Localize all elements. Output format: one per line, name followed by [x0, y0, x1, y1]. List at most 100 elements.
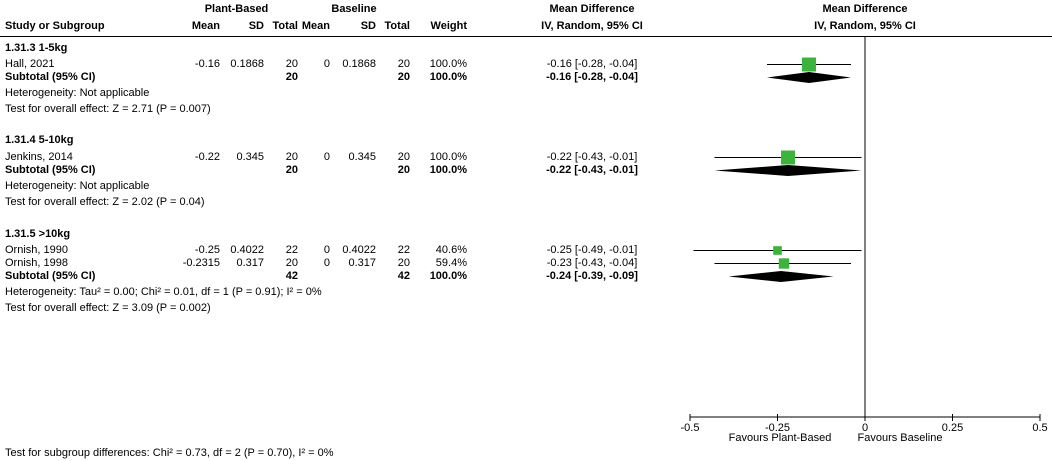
- spacer-cell: [175, 270, 220, 283]
- spacer-cell: [220, 164, 264, 177]
- plot-subtitle: IV, Random, 95% CI: [814, 20, 916, 32]
- subgroup-title-text: 1.31.4 5-10kg: [5, 134, 74, 146]
- overall-effect-text: Test for overall effect: Z = 2.71 (P = 0…: [5, 103, 211, 115]
- baseline-sd: 0.4022: [342, 244, 376, 256]
- subtotal-total1: 20: [285, 164, 298, 176]
- spacer-cell: [298, 270, 330, 283]
- study-row: Hall, 2021 -0.16 0.1868 20 0 0.1868 20 1…: [0, 58, 687, 71]
- favours-left-label: Favours Plant-Based: [728, 432, 832, 444]
- pooled-diamond: [728, 271, 834, 282]
- plantbased-sd: 0.345: [236, 151, 264, 163]
- study-row: Jenkins, 2014 -0.22 0.345 20 0 0.345 20 …: [0, 151, 687, 164]
- study-ci-text: -0.25 [-0.49, -0.01]: [546, 244, 638, 256]
- sd1-column-header: SD: [248, 20, 264, 32]
- group-baseline-header: Baseline: [331, 3, 377, 15]
- spacer-cell: [175, 164, 220, 177]
- baseline-total: 20: [397, 257, 410, 269]
- baseline-mean: 0: [323, 244, 330, 256]
- spacer-cell: [298, 164, 330, 177]
- subtotal-ci-text: -0.16 [-0.28, -0.04]: [546, 71, 638, 83]
- mean2-column-header: Mean: [301, 20, 330, 32]
- plantbased-sd: 0.317: [236, 257, 264, 269]
- plantbased-mean: -0.25: [194, 244, 220, 256]
- baseline-total: 20: [397, 58, 410, 70]
- baseline-mean: 0: [323, 151, 330, 163]
- subgroup-title-text: 1.31.5 >10kg: [5, 228, 71, 240]
- plantbased-total: 20: [285, 257, 298, 269]
- subgroup-title: 1.31.4 5-10kg: [0, 134, 74, 147]
- overall-effect-text: Test for overall effect: Z = 2.02 (P = 0…: [5, 196, 205, 208]
- effect-square: [778, 258, 790, 269]
- spacer-cell: [330, 270, 376, 283]
- subtotal-total2: 42: [397, 270, 410, 282]
- total1-column-header: Total: [272, 20, 298, 32]
- subtotal-total1: 42: [285, 270, 298, 282]
- plantbased-mean: -0.2315: [182, 257, 220, 269]
- mean1-column-header: Mean: [191, 20, 220, 32]
- plantbased-total: 20: [285, 151, 298, 163]
- sd2-column-header: SD: [360, 20, 376, 32]
- plantbased-sd: 0.1868: [230, 58, 264, 70]
- overall-effect-test: Test for overall effect: Z = 2.71 (P = 0…: [0, 103, 211, 116]
- heterogeneity-note: Heterogeneity: Not applicable: [0, 180, 149, 193]
- subgroup-title-text: 1.31.3 1-5kg: [5, 42, 68, 54]
- subtotal-ci-text: -0.24 [-0.39, -0.09]: [546, 270, 638, 282]
- baseline-mean: 0: [323, 257, 330, 269]
- spacer-cell: [0, 3, 175, 16]
- subtotal-total2: 20: [397, 164, 410, 176]
- spacer-cell: [330, 71, 376, 84]
- subtotal-weight: 100.0%: [429, 164, 467, 176]
- subtotal-total2: 20: [397, 71, 410, 83]
- baseline-total: 22: [397, 244, 410, 256]
- heterogeneity-text: Heterogeneity: Tau² = 0.00; Chi² = 0.01,…: [5, 286, 322, 298]
- spacer-cell: [298, 71, 330, 84]
- baseline-sd: 0.1868: [342, 58, 376, 70]
- study-name: Hall, 2021: [5, 58, 55, 70]
- study-column-header: Study or Subgroup: [5, 20, 105, 32]
- subtotal-total1: 20: [285, 71, 298, 83]
- favours-right-label: Favours Baseline: [857, 432, 943, 444]
- baseline-sd: 0.345: [348, 151, 376, 163]
- subtotal-label: Subtotal (95% CI): [5, 164, 96, 176]
- subtotal-ci-text: -0.22 [-0.43, -0.01]: [546, 164, 638, 176]
- subgroup-title: 1.31.5 >10kg: [0, 228, 70, 241]
- study-name: Ornish, 1998: [5, 257, 68, 269]
- subtotal-row: Subtotal (95% CI) 20 20 100.0% -0.22 [-0…: [0, 164, 687, 177]
- subtotal-weight: 100.0%: [429, 71, 467, 83]
- group-header-row: Plant-Based Baseline Mean Difference: [0, 3, 687, 16]
- subgroup-difference-text: Test for subgroup differences: Chi² = 0.…: [5, 447, 334, 459]
- column-header-row: Study or Subgroup Mean SD Total Mean SD …: [0, 20, 687, 33]
- plantbased-total: 22: [285, 244, 298, 256]
- header-divider: [0, 36, 1052, 37]
- study-ci-text: -0.22 [-0.43, -0.01]: [546, 151, 638, 163]
- plantbased-mean: -0.16: [194, 58, 220, 70]
- spacer-cell: [175, 71, 220, 84]
- subtotal-label: Subtotal (95% CI): [5, 71, 96, 83]
- study-row: Ornish, 1990 -0.25 0.4022 22 0 0.4022 22…: [0, 244, 687, 257]
- total2-column-header: Total: [384, 20, 410, 32]
- overall-effect-test: Test for overall effect: Z = 3.09 (P = 0…: [0, 302, 211, 315]
- plantbased-mean: -0.22: [194, 151, 220, 163]
- subgroup-title: 1.31.3 1-5kg: [0, 42, 67, 55]
- weight-column-header: Weight: [430, 20, 467, 32]
- baseline-total: 20: [397, 151, 410, 163]
- study-name: Jenkins, 2014: [5, 151, 73, 163]
- plantbased-total: 20: [285, 58, 298, 70]
- effect-square: [781, 150, 795, 165]
- study-row: Ornish, 1998 -0.2315 0.317 20 0 0.317 20…: [0, 257, 687, 270]
- pooled-diamond: [714, 165, 862, 176]
- group-plantbased-header: Plant-Based: [204, 3, 269, 15]
- spacer-cell: [220, 71, 264, 84]
- subtotal-row: Subtotal (95% CI) 20 20 100.0% -0.16 [-0…: [0, 71, 687, 84]
- subtotal-label: Subtotal (95% CI): [5, 270, 96, 282]
- effect-square: [773, 246, 782, 255]
- baseline-sd: 0.317: [348, 257, 376, 269]
- subtotal-row: Subtotal (95% CI) 42 42 100.0% -0.24 [-0…: [0, 270, 687, 283]
- study-name: Ornish, 1990: [5, 244, 68, 256]
- study-ci-text: -0.23 [-0.43, -0.04]: [546, 257, 638, 269]
- plantbased-sd: 0.4022: [230, 244, 264, 256]
- spacer-cell: [330, 164, 376, 177]
- ci-column-header: IV, Random, 95% CI: [541, 20, 643, 32]
- subgroup-difference-test: Test for subgroup differences: Chi² = 0.…: [0, 447, 334, 460]
